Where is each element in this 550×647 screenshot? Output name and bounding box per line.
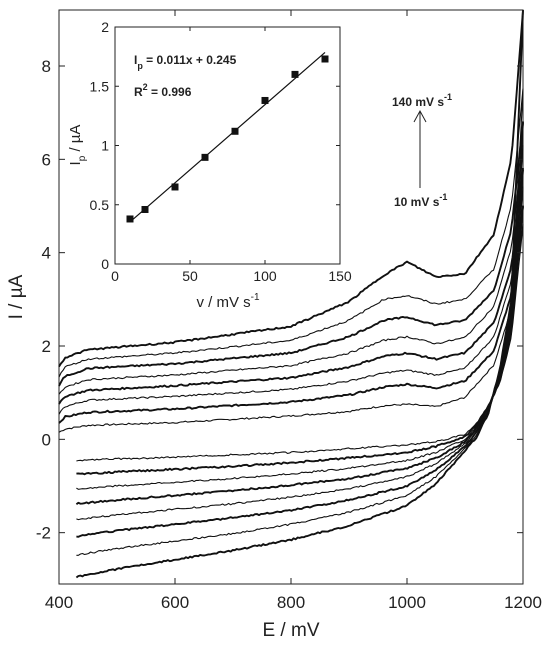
scan-rate-bottom-label: 10 mV s-1 <box>394 192 447 209</box>
main-y-tick-label: 8 <box>42 57 51 76</box>
inset-x-tick-label: 100 <box>253 268 277 284</box>
cv-curve-60-reverse <box>75 169 524 506</box>
main-y-axis-label: I / µA <box>6 274 27 319</box>
inset-y-tick-label: 2 <box>101 19 109 35</box>
cv-curve-20-reverse <box>76 205 524 476</box>
main-x-ticks: 400 600 800 1000 1200 <box>45 10 542 612</box>
inset-y-tick-label: 1 <box>101 138 109 154</box>
inset-data-point <box>321 55 329 63</box>
cv-curve-120-reverse <box>76 89 524 556</box>
inset-data-point <box>291 70 299 78</box>
inset-data-point <box>126 215 134 223</box>
main-y-tick-label: -2 <box>36 524 51 543</box>
cv-curve-140-reverse <box>75 9 524 579</box>
cv-curve-40-forward <box>58 187 524 415</box>
inset-points <box>126 55 329 223</box>
inset-data-point <box>201 153 209 161</box>
main-y-tick-label: 4 <box>42 244 51 263</box>
inset-y-tick-label: 1.5 <box>90 78 110 94</box>
inset-x-axis-label: v / mV s-1 <box>196 292 260 311</box>
inset-x-tick-label: 0 <box>111 268 119 284</box>
main-y-tick-label: 0 <box>42 430 51 449</box>
cv-curve-20-forward <box>58 206 524 424</box>
inset-equation: Ip = 0.011x + 0.245 <box>134 53 237 71</box>
inset-x-tick-label: 150 <box>328 268 352 284</box>
inset-data-point <box>141 205 149 213</box>
inset-r2: R2 = 0.996 <box>134 82 192 99</box>
inset-y-axis-label: Ip / µA <box>67 125 88 166</box>
main-x-tick-label: 1000 <box>388 593 426 612</box>
main-x-tick-label: 600 <box>161 593 189 612</box>
inset-fit-line <box>129 52 326 223</box>
cv-curve-100-reverse <box>76 121 524 538</box>
cv-curve-80-reverse <box>76 145 524 521</box>
cv-curve-120-forward <box>58 88 524 378</box>
cv-curve-10-reverse <box>76 224 524 462</box>
inset-y-tick-label: 0 <box>101 256 109 272</box>
inset-data-point <box>171 183 179 191</box>
cv-curve-140-forward <box>58 10 524 368</box>
cv-curve-40-reverse <box>76 186 524 490</box>
main-y-tick-label: 2 <box>42 337 51 356</box>
cv-curve-60-forward <box>58 167 524 405</box>
main-y-tick-label: 6 <box>42 150 51 169</box>
main-x-axis-label: E / mV <box>262 620 319 641</box>
scan-rate-top-label: 140 mV s-1 <box>392 92 452 109</box>
main-cv-curves <box>58 9 524 579</box>
main-x-tick-label: 400 <box>45 593 73 612</box>
inset-background <box>115 27 340 264</box>
inset-data-point <box>261 96 269 104</box>
inset-y-tick-label: 0.5 <box>90 197 110 213</box>
main-x-tick-label: 1200 <box>504 593 542 612</box>
inset-x-tick-label: 50 <box>182 268 198 284</box>
cv-curve-80-forward <box>58 145 524 395</box>
cv-curve-10-forward <box>58 223 524 433</box>
main-y-ticks: -2 0 2 4 6 8 <box>36 57 523 543</box>
inset-regression-line <box>129 52 326 223</box>
inset-ticks: 0 50 100 150 0 0.5 1 1.5 2 <box>90 19 352 284</box>
scan-rate-arrow <box>413 109 427 188</box>
main-x-tick-label: 800 <box>277 593 305 612</box>
cv-curve-100-forward <box>58 122 524 387</box>
inset-data-point <box>231 127 239 135</box>
